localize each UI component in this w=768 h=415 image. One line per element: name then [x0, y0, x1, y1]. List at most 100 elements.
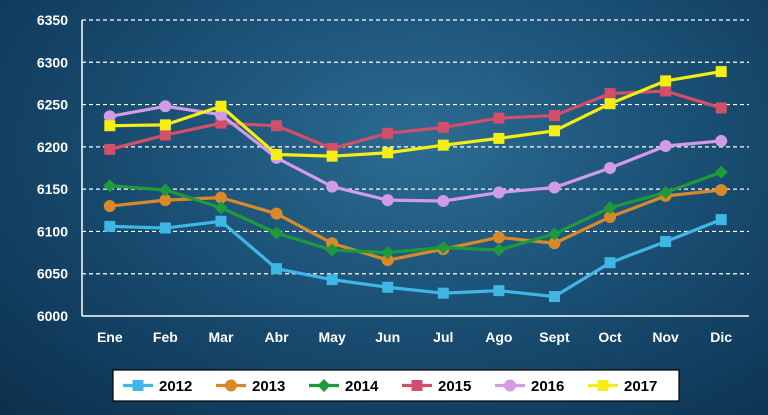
data-point [437, 287, 449, 299]
data-point [326, 143, 338, 155]
data-point [215, 100, 227, 112]
data-point [604, 257, 616, 269]
y-tick-label: 6200 [37, 139, 68, 155]
y-tick-label: 6000 [37, 308, 68, 324]
legend-label: 2015 [438, 378, 471, 395]
series-line [109, 218, 722, 299]
x-tick-label: Dic [710, 329, 732, 345]
legend-marker [225, 379, 237, 392]
y-tick-label: 6350 [37, 12, 68, 28]
data-point [382, 147, 394, 159]
x-tick-label: Abr [264, 329, 289, 345]
x-tick-label: Nov [652, 329, 679, 345]
data-point [660, 236, 672, 248]
series-2012 [104, 214, 727, 303]
data-point [325, 243, 339, 257]
data-point [714, 165, 728, 179]
legend-marker [597, 380, 609, 391]
data-point [159, 129, 171, 141]
data-point [215, 215, 227, 227]
legend-label: 2016 [531, 378, 564, 395]
data-point [548, 181, 561, 194]
series-line [109, 188, 722, 262]
x-tick-label: Sept [539, 329, 570, 345]
data-point [159, 119, 171, 131]
data-point [660, 75, 672, 87]
series-2014 [103, 165, 728, 260]
x-tick-label: Ago [485, 329, 512, 345]
data-point [437, 194, 450, 207]
data-point [715, 214, 727, 226]
data-point [715, 102, 727, 114]
y-axis-ticks: 6000 6050 6100 6150 6200 6250 6300 6350 [37, 12, 68, 324]
plot-area [82, 20, 749, 316]
data-point [382, 281, 394, 293]
data-point [493, 112, 505, 124]
data-point [715, 66, 727, 78]
data-point [437, 139, 449, 151]
data-point [271, 263, 283, 275]
series-line [109, 170, 722, 255]
y-tick-label: 6100 [37, 223, 68, 239]
data-point [104, 120, 116, 132]
data-point [548, 291, 560, 303]
x-tick-label: Feb [153, 329, 178, 345]
data-point [492, 243, 506, 257]
x-axis-ticks: Ene Feb Mar Abr May Jun Jul Ago Sept Oct Nov Dic [97, 329, 732, 345]
data-point [158, 183, 172, 197]
data-point [326, 150, 338, 162]
data-point [270, 207, 283, 220]
x-tick-label: Mar [209, 329, 234, 345]
series-line [109, 104, 722, 203]
legend-marker [411, 380, 423, 391]
data-point [326, 274, 338, 286]
data-point [104, 143, 116, 155]
y-tick-label: 6300 [37, 54, 68, 70]
legend-label: 2012 [159, 378, 192, 395]
data-point [548, 110, 560, 122]
data-point [603, 201, 617, 215]
data-point [381, 246, 395, 260]
x-tick-label: Jun [375, 329, 400, 345]
series-2015 [104, 85, 727, 155]
data-point [493, 132, 505, 144]
data-point [604, 88, 616, 100]
x-tick-label: Jul [433, 329, 453, 345]
legend: 2012 2013 2014 2015 2016 2017 [112, 369, 680, 402]
series-2017 [104, 66, 727, 162]
legend-label: 2014 [345, 378, 379, 395]
data-point [437, 121, 449, 133]
y-tick-label: 6250 [37, 97, 68, 113]
data-point [436, 240, 450, 254]
data-point [103, 179, 117, 193]
x-tick-label: May [319, 329, 346, 345]
data-point [271, 120, 283, 132]
y-tick-label: 6150 [37, 181, 68, 197]
data-point [382, 127, 394, 139]
data-point [715, 183, 728, 196]
data-point [548, 125, 560, 137]
grid-lines [81, 19, 749, 317]
data-point [381, 194, 394, 207]
legend-marker [317, 379, 331, 392]
x-tick-label: Oct [598, 329, 622, 345]
data-point [492, 186, 505, 199]
x-tick-label: Ene [97, 329, 123, 345]
data-point [159, 100, 172, 113]
series-line [109, 89, 722, 151]
data-point [270, 226, 284, 240]
data-point [659, 140, 672, 153]
data-point [660, 85, 672, 97]
data-point [271, 148, 283, 160]
data-point [215, 117, 227, 129]
data-point [159, 222, 171, 234]
data-point [604, 98, 616, 110]
legend-label: 2013 [252, 378, 285, 395]
data-point [715, 134, 728, 147]
legend-label: 2017 [624, 378, 657, 395]
legend-box [112, 369, 680, 402]
data-point [547, 227, 561, 241]
series-group [103, 66, 728, 303]
data-point [659, 186, 673, 200]
